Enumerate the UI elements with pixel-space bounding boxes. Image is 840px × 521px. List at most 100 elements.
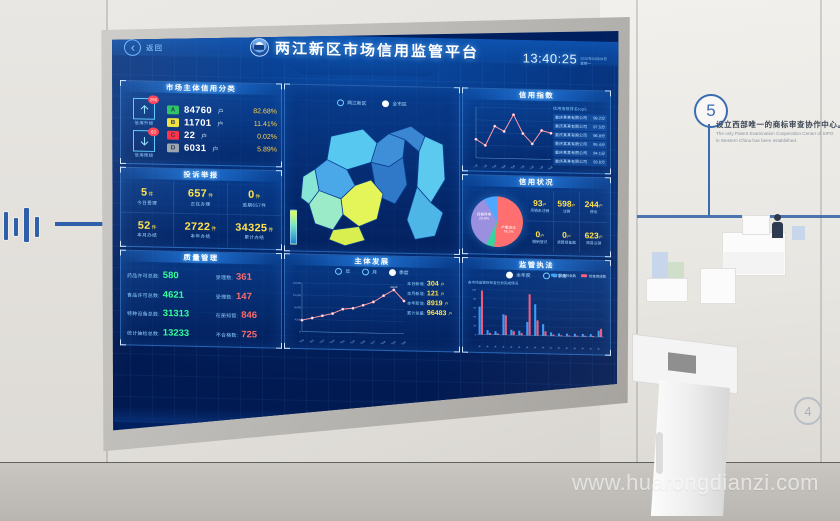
page-title: 两江新区市场信用监管平台 xyxy=(274,40,479,62)
stat-unit: 件 xyxy=(211,226,217,232)
radio-dot-icon xyxy=(335,267,343,275)
status-unit: 户 xyxy=(566,233,571,239)
map-scope-toggle[interactable]: 全市区 xyxy=(382,100,407,108)
panel-title-quality: 质量管理 xyxy=(121,250,281,265)
credit-upgrade-item[interactable]: 296 信用升级 xyxy=(133,95,159,127)
quality-left-value: 31313 xyxy=(162,308,190,320)
wall-marker-stem xyxy=(708,124,710,216)
monitoring-period-toggle[interactable]: 本年度 xyxy=(506,271,531,279)
kiosk-column xyxy=(650,380,730,516)
ranking-row: 重庆某某有限公司 93.6分 xyxy=(553,157,607,167)
credit-downgrade-item[interactable]: 63 信用降级 xyxy=(133,127,159,159)
quality-rows: 药品许可总数: 580 受理数: 361 食品许可总数: 4621 受理数: 147 特种设备总… xyxy=(121,263,281,346)
map-scope-toggle[interactable]: 两江新区 xyxy=(337,99,367,107)
svg-text:80: 80 xyxy=(473,298,476,300)
credit-grade-row: B 11701 户 11.41% xyxy=(167,117,277,130)
map-svg[interactable] xyxy=(285,108,459,252)
credit-downgrade-label: 信用降级 xyxy=(134,152,154,158)
svg-text:0: 0 xyxy=(300,330,302,334)
toggle-label: 月 xyxy=(372,270,377,276)
grade-unit: 户 xyxy=(212,147,219,154)
grade-unit: 户 xyxy=(201,134,208,141)
panel-credit-index: 信用指数 一月 二月 三月 四月 五月 六月 七月 八月 九月 信用指数排名top5 重庆某某有… xyxy=(462,87,611,175)
clock-date-line2: 星期一 xyxy=(580,61,591,66)
stat-value: 5 xyxy=(140,186,148,199)
map-color-legend xyxy=(290,209,297,245)
svg-text:石船所: 石船所 xyxy=(554,346,561,350)
svg-text:鱼嘴所: 鱼嘴所 xyxy=(570,346,577,350)
development-stat: 本日新增: 304 户 xyxy=(407,280,455,288)
toggle-label: 年 xyxy=(345,270,351,276)
status-label: 注销 xyxy=(562,209,571,214)
development-period-toggle[interactable]: 月 xyxy=(362,268,377,276)
radio-dot-icon xyxy=(382,100,390,108)
status-value: 93 xyxy=(533,198,543,209)
svg-text:100: 100 xyxy=(472,289,477,291)
quality-right-value: 361 xyxy=(236,271,252,283)
svg-text:四月: 四月 xyxy=(500,164,506,169)
ranking-value: 93.6分 xyxy=(593,159,605,165)
ranking-row: 重庆某某有限公司 95.4分 xyxy=(553,140,607,150)
development-period-toggles[interactable]: 年 月 季度 xyxy=(285,267,459,278)
map-scope-toggles[interactable]: 两江新区 全市区 xyxy=(285,98,459,109)
legend-label: 检查任务数 xyxy=(559,273,577,278)
ranking-value: 98.2分 xyxy=(593,115,605,121)
grade-value: 22 xyxy=(184,130,196,142)
grade-unit: 户 xyxy=(217,122,224,129)
credit-grade-row: D 6031 户 5.89% xyxy=(167,142,277,155)
wall-seam-far-right xyxy=(820,0,822,470)
toggle-label: 季度 xyxy=(399,271,409,277)
clock: 13:40:25 2020年03月09日 星期一 xyxy=(523,51,607,67)
status-value: 244 xyxy=(584,199,599,210)
svg-text:2012: 2012 xyxy=(319,339,326,345)
quality-left: 特种设备总数: 31313 xyxy=(127,308,216,321)
quality-left: 统计抽检总数: 13233 xyxy=(127,327,216,340)
panel-title-credit-status: 信用状况 xyxy=(463,175,610,190)
svg-text:12,000: 12,000 xyxy=(293,293,301,297)
screen-surface[interactable]: 返回 两江新区市场信用监管平台 13:40:25 2020年03月09日 星期一 xyxy=(112,31,619,431)
development-period-toggle[interactable]: 年 xyxy=(335,267,351,276)
map-canvas[interactable] xyxy=(285,108,459,252)
complaint-stat-cell: 52件 本月办结 xyxy=(121,212,175,246)
police-badge-icon xyxy=(249,37,269,57)
svg-text:三月: 三月 xyxy=(491,164,497,170)
grade-badge: B xyxy=(167,118,179,128)
stat-value: 657 xyxy=(187,187,208,201)
dev-stat-unit: 户 xyxy=(440,291,445,297)
dev-stat-value: 121 xyxy=(426,290,439,298)
status-unit: 户 xyxy=(542,202,547,208)
credit-status-cell: 623户 简易注销 xyxy=(580,223,607,254)
dev-stat-unit: 户 xyxy=(448,311,453,317)
quality-right-label: 不合格数: xyxy=(215,332,239,339)
credit-upgrade-label: 信用升级 xyxy=(134,120,154,126)
development-line-chart: 0 4,000 8,000 12,000 16,000 2010 2011 2012 2013 2… xyxy=(289,278,407,346)
illustration-block-cube xyxy=(792,226,805,240)
status-value: 623 xyxy=(584,229,599,240)
wall-deco-line-left xyxy=(55,222,107,226)
back-button[interactable]: 返回 xyxy=(124,39,163,57)
panel-complaints: 投诉举报 5件 今日受理 657件 正在办理 0件 逾期657件 52件 本月办结 2722件本… xyxy=(120,166,282,251)
toggle-label: 两江新区 xyxy=(347,101,367,107)
illustration-desk-left xyxy=(646,278,688,302)
svg-text:2016: 2016 xyxy=(360,339,367,344)
development-period-toggle[interactable]: 季度 xyxy=(389,269,409,276)
panel-district-map[interactable]: 两江新区 全市区 xyxy=(284,83,460,256)
legend-swatch xyxy=(551,273,558,277)
quality-row: 药品许可总数: 580 受理数: 361 xyxy=(127,270,275,284)
ranking-row: 重庆某某有限公司 97.5分 xyxy=(553,122,607,132)
led-video-wall[interactable]: 返回 两江新区市场信用监管平台 13:40:25 2020年03月09日 星期一 xyxy=(97,17,633,453)
quality-right: 受理数: 361 xyxy=(216,271,252,283)
clock-date: 2020年03月09日 星期一 xyxy=(580,57,607,67)
ranking-header: 信用指数排名top5 xyxy=(553,105,587,112)
grade-value: 84760 xyxy=(184,104,212,117)
panel-title-credit-classification: 市场主体信用分类 xyxy=(121,81,281,96)
svg-text:五月: 五月 xyxy=(510,164,516,169)
grade-percent: 0.02% xyxy=(257,133,277,141)
wall-marker-circle: 5 xyxy=(694,94,728,128)
quality-left-value: 13233 xyxy=(162,327,190,339)
illustration-kiosk-front xyxy=(700,268,736,304)
development-stats: 本日新增: 304 户本月新增: 121 户本年新增: 8919 户累计总量: 96483 户 xyxy=(407,280,455,317)
pie-label-1: 经营异常 20.8% xyxy=(476,212,492,221)
quality-left-value: 4621 xyxy=(162,289,184,301)
stat-unit: 件 xyxy=(151,224,157,231)
